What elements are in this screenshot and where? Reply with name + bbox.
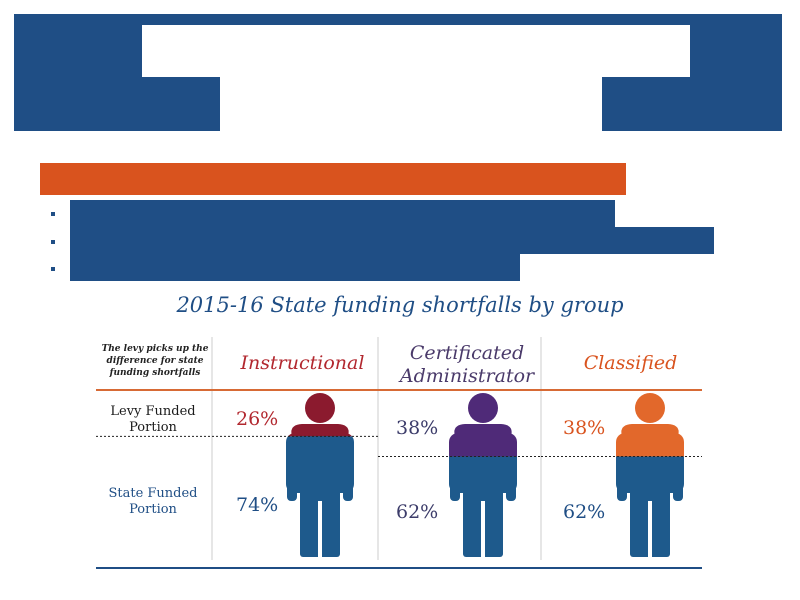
- value-label-instructional-levy: 26%: [236, 408, 279, 430]
- bullet-dot-2: [51, 240, 55, 244]
- levy-portion-certificated: [449, 393, 517, 457]
- state-portion-instructional: [286, 436, 354, 557]
- bullet-line-1: [70, 200, 615, 227]
- title-placeholder-top: [142, 25, 690, 77]
- title-placeholder-bottom: [220, 77, 602, 131]
- value-label-instructional-state: 74%: [236, 494, 279, 516]
- value-label-certificated-state: 62%: [396, 501, 439, 523]
- row-label-state: State Funded Portion: [108, 486, 198, 517]
- bullet-dot-1: [51, 212, 55, 216]
- bullet-line-2: [70, 227, 714, 254]
- value-label-certificated-levy: 38%: [396, 417, 439, 439]
- person-figure-classified: [616, 393, 684, 561]
- bullet-line-3: [70, 254, 520, 281]
- person-figure-instructional: [286, 393, 354, 561]
- value-label-classified-state: 62%: [563, 501, 606, 523]
- header-certificated: Certificated Administrator: [399, 342, 535, 387]
- value-label-classified-levy: 38%: [563, 417, 606, 439]
- chart-title: 2015-16 State funding shortfalls by grou…: [176, 293, 624, 317]
- person-figure-certificated: [449, 393, 517, 561]
- bullet-dot-3: [51, 267, 55, 271]
- header-classified: Classified: [583, 352, 678, 374]
- header-instructional: Instructional: [240, 352, 365, 374]
- levy-portion-classified: [616, 393, 684, 457]
- levy-portion-instructional: [287, 393, 353, 437]
- section-heading-bar: [40, 163, 626, 195]
- row-label-levy: Levy Funded Portion: [110, 404, 196, 435]
- chart-note: The levy picks up the difference for sta…: [101, 344, 209, 378]
